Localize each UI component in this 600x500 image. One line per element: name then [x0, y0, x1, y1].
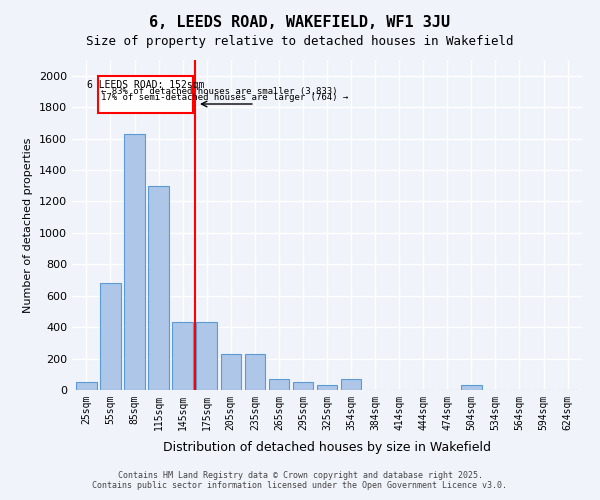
Bar [172, 322, 193, 390]
Bar [293, 382, 313, 390]
Bar [461, 386, 482, 390]
Text: 6, LEEDS ROAD, WAKEFIELD, WF1 3JU: 6, LEEDS ROAD, WAKEFIELD, WF1 3JU [149, 15, 451, 30]
Bar [76, 382, 97, 390]
Bar [124, 134, 145, 390]
Text: Contains HM Land Registry data © Crown copyright and database right 2025.
Contai: Contains HM Land Registry data © Crown c… [92, 470, 508, 490]
Text: ← 83% of detached houses are smaller (3,833): ← 83% of detached houses are smaller (3,… [101, 86, 337, 96]
Bar [341, 379, 361, 390]
Bar [269, 379, 289, 390]
Bar [221, 354, 241, 390]
Bar [317, 384, 337, 390]
Text: Size of property relative to detached houses in Wakefield: Size of property relative to detached ho… [86, 35, 514, 48]
X-axis label: Distribution of detached houses by size in Wakefield: Distribution of detached houses by size … [163, 441, 491, 454]
Bar [196, 322, 217, 390]
FancyBboxPatch shape [98, 76, 193, 114]
Bar [245, 354, 265, 390]
Bar [148, 186, 169, 390]
Text: 6 LEEDS ROAD: 152sqm: 6 LEEDS ROAD: 152sqm [87, 80, 205, 90]
Y-axis label: Number of detached properties: Number of detached properties [23, 138, 34, 312]
Bar [100, 283, 121, 390]
Text: 17% of semi-detached houses are larger (764) →: 17% of semi-detached houses are larger (… [101, 93, 348, 102]
